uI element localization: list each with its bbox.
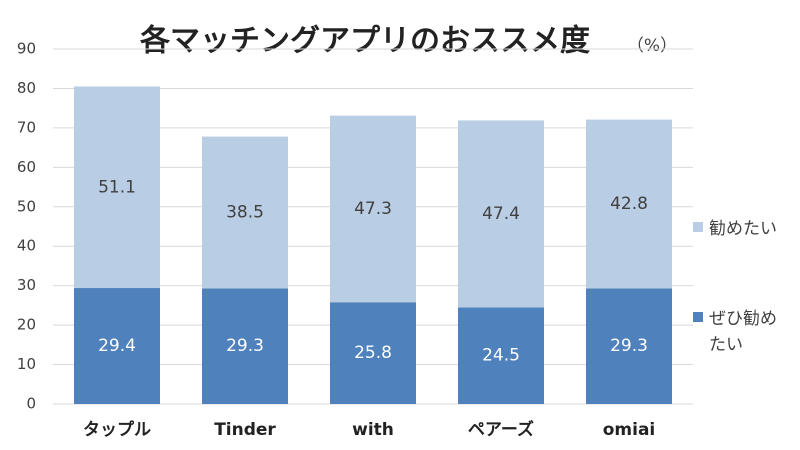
data-label: 38.5 xyxy=(226,202,264,222)
bar-segment xyxy=(74,288,160,404)
x-tick-label: ペアーズ xyxy=(468,419,534,440)
data-label: 47.4 xyxy=(482,204,520,224)
bar-segment xyxy=(586,119,672,289)
bar-segment xyxy=(586,288,672,404)
x-tick-label: with xyxy=(352,420,394,440)
bar-segment xyxy=(74,86,160,289)
bar-segment xyxy=(202,136,288,289)
y-tick-label: 0 xyxy=(26,395,36,413)
legend-label: 勧めたい xyxy=(709,219,777,239)
bar-segment xyxy=(202,288,288,404)
bar-segment xyxy=(330,115,416,303)
y-tick-label: 10 xyxy=(17,355,36,373)
unit-label: （%） xyxy=(627,36,677,56)
data-label: 29.3 xyxy=(226,336,264,356)
bar-segment xyxy=(458,120,544,308)
data-label: 25.8 xyxy=(354,343,392,363)
bar-segment xyxy=(458,307,544,404)
y-tick-label: 70 xyxy=(17,118,36,136)
x-tick-label: omiai xyxy=(603,420,656,440)
bar-segment xyxy=(330,302,416,404)
chart-title: 各マッチングアプリのおススメ度 xyxy=(139,24,590,59)
data-label: 29.4 xyxy=(98,336,136,356)
legend-item: ぜひ勧めたい xyxy=(693,306,791,358)
data-label: 47.3 xyxy=(354,199,392,219)
y-tick-label: 50 xyxy=(17,197,36,215)
y-tick-label: 80 xyxy=(17,79,36,97)
legend-swatch xyxy=(693,312,703,322)
data-label: 42.8 xyxy=(610,194,648,214)
y-tick-label: 40 xyxy=(17,237,36,255)
y-tick-label: 30 xyxy=(17,276,36,294)
x-tick-label: タップル xyxy=(83,419,151,440)
x-tick-label: Tinder xyxy=(214,420,276,440)
legend-item: 勧めたい xyxy=(693,216,791,242)
legend-label: ぜひ勧めたい xyxy=(709,309,777,355)
data-label: 51.1 xyxy=(98,177,136,197)
y-tick-label: 20 xyxy=(17,316,36,334)
data-label: 29.3 xyxy=(610,336,648,356)
y-tick-label: 90 xyxy=(17,40,36,58)
data-label: 24.5 xyxy=(482,346,520,366)
legend-swatch xyxy=(693,222,703,232)
y-tick-label: 60 xyxy=(17,158,36,176)
